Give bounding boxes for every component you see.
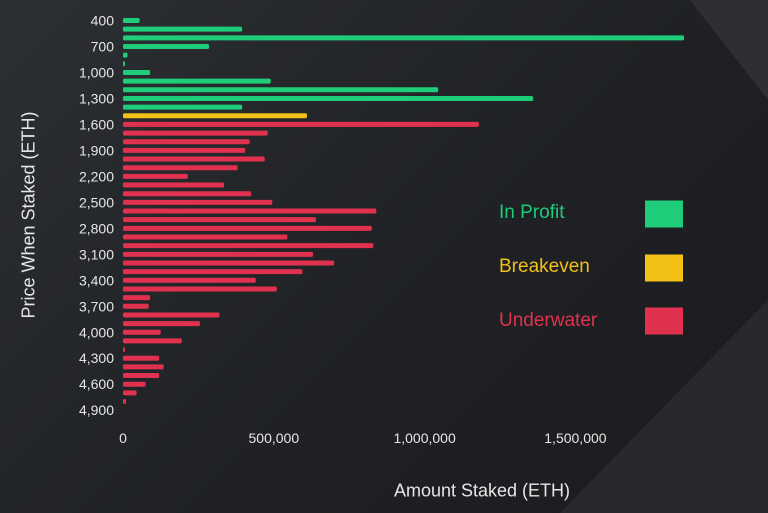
bar-900 — [123, 61, 125, 67]
bar-2300 — [123, 182, 225, 188]
bar-2800 — [123, 225, 372, 231]
y-tick-label: 4,300 — [79, 350, 114, 366]
bar-1800 — [123, 139, 250, 145]
legend-label-profit: In Profit — [499, 202, 565, 223]
bar-600 — [123, 35, 684, 41]
bar-3500 — [123, 286, 277, 292]
y-tick-label: 2,500 — [79, 194, 114, 210]
legend-label-breakeven: Breakeven — [499, 256, 590, 277]
bar-1200 — [123, 87, 439, 93]
bar-4800 — [123, 399, 127, 405]
x-tick-label: 0 — [119, 430, 127, 446]
y-tick-label: 3,700 — [79, 298, 114, 314]
bar-2600 — [123, 208, 377, 214]
bar-1600 — [123, 121, 479, 127]
y-tick-label: 3,400 — [79, 272, 114, 288]
y-tick-label: 1,000 — [79, 64, 114, 80]
bar-3700 — [123, 303, 149, 309]
bar-3900 — [123, 321, 200, 327]
bar-2000 — [123, 156, 265, 162]
bar-4700 — [123, 390, 137, 396]
y-tick-label: 1,300 — [79, 90, 114, 106]
bar-4200 — [123, 347, 125, 353]
bar-1000 — [123, 69, 151, 75]
bar-1100 — [123, 78, 271, 84]
bar-1500 — [123, 113, 307, 119]
bar-2700 — [123, 217, 317, 223]
y-tick-label: 4,000 — [79, 324, 114, 340]
bar-2100 — [123, 165, 238, 171]
bar-2200 — [123, 173, 188, 179]
bar-4000 — [123, 329, 161, 335]
bar-2500 — [123, 199, 273, 205]
x-tick-label: 500,000 — [249, 430, 300, 446]
bar-4300 — [123, 355, 160, 361]
bar-4600 — [123, 381, 146, 387]
y-tick-label: 4,900 — [79, 402, 114, 418]
y-tick-labels: 400 700 1,000 1,300 1,600 1,900 2,200 2,500 2,80… — [79, 13, 114, 419]
bar-1300 — [123, 95, 534, 101]
bar-400 — [123, 18, 140, 23]
bar-700 — [123, 43, 209, 49]
y-tick-label: 1,900 — [79, 142, 114, 158]
legend-label-underwater: Underwater — [499, 310, 598, 331]
bar-1700 — [123, 130, 268, 136]
y-tick-label: 2,200 — [79, 168, 114, 184]
bar-3000 — [123, 243, 374, 249]
y-tick-label: 400 — [91, 13, 115, 29]
bar-3600 — [123, 295, 151, 301]
bar-1400 — [123, 104, 243, 110]
y-tick-label: 3,100 — [79, 246, 114, 262]
x-axis-label: Amount Staked (ETH) — [393, 480, 571, 501]
bar-2400 — [123, 191, 252, 197]
legend-swatch-breakeven — [645, 254, 683, 282]
bar-4500 — [123, 373, 160, 379]
legend-swatch-underwater — [645, 307, 683, 335]
y-tick-label: 1,600 — [79, 116, 114, 132]
x-tick-label: 1,000,000 — [393, 430, 455, 446]
bar-3400 — [123, 277, 256, 283]
bar-500 — [123, 26, 243, 32]
bar-2900 — [123, 234, 288, 240]
legend-swatch-profit — [645, 200, 683, 228]
x-tick-labels: 0 500,000 1,000,000 1,500,000 — [119, 430, 607, 446]
y-tick-label: 2,800 — [79, 220, 114, 236]
y-axis-label: Price When Staked (ETH) — [18, 111, 39, 319]
bar-3100 — [123, 251, 314, 257]
bar-4400 — [123, 364, 164, 370]
x-tick-label: 1,500,000 — [544, 430, 606, 446]
bar-800 — [123, 52, 128, 58]
y-tick-label: 4,600 — [79, 376, 114, 392]
bar-4100 — [123, 338, 182, 344]
y-tick-label: 700 — [91, 38, 115, 54]
bars-group — [123, 18, 684, 405]
bar-3200 — [123, 260, 335, 266]
bar-3300 — [123, 269, 303, 275]
bar-3800 — [123, 312, 220, 318]
bar-1900 — [123, 147, 246, 153]
